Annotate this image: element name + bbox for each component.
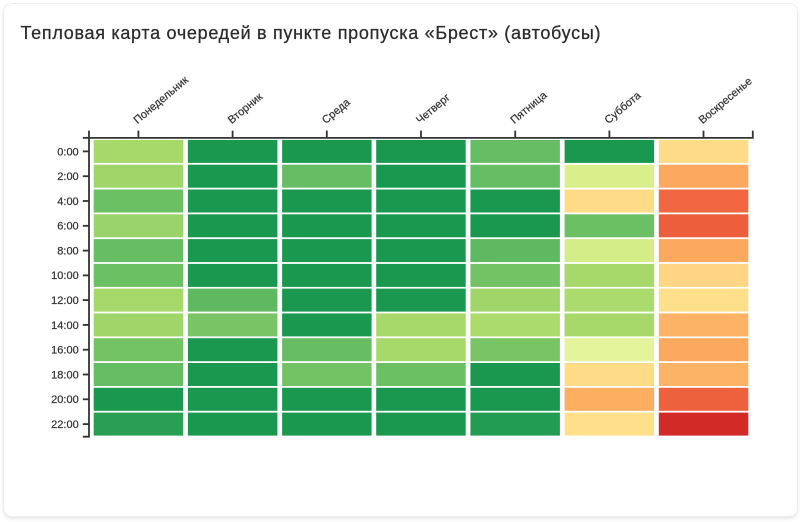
- svg-text:Понедельник: Понедельник: [132, 74, 191, 127]
- svg-text:Вторник: Вторник: [226, 91, 265, 127]
- svg-text:Четверг: Четверг: [414, 92, 452, 127]
- svg-text:2:00: 2:00: [57, 171, 78, 183]
- svg-text:8:00: 8:00: [57, 246, 78, 258]
- svg-text:14:00: 14:00: [51, 320, 79, 332]
- svg-text:22:00: 22:00: [51, 419, 79, 431]
- svg-text:20:00: 20:00: [51, 394, 79, 406]
- svg-text:6:00: 6:00: [57, 221, 78, 233]
- svg-text:Среда: Среда: [320, 96, 353, 127]
- svg-text:0:00: 0:00: [57, 146, 78, 158]
- svg-text:10:00: 10:00: [51, 270, 79, 282]
- svg-text:4:00: 4:00: [57, 196, 78, 208]
- svg-text:Суббота: Суббота: [603, 89, 644, 126]
- svg-text:16:00: 16:00: [51, 345, 79, 357]
- svg-text:12:00: 12:00: [51, 295, 79, 307]
- svg-text:Воскресенье: Воскресенье: [697, 75, 755, 126]
- svg-text:18:00: 18:00: [51, 369, 79, 381]
- svg-text:Пятница: Пятница: [508, 89, 550, 127]
